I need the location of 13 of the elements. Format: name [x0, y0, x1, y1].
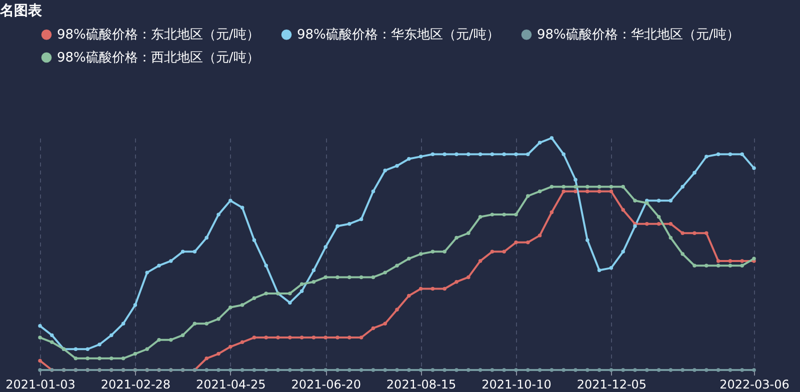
legend-label: 98%硫酸价格：东北地区（元/吨） — [57, 28, 260, 43]
x-tick-label: 2021-04-25 — [196, 378, 266, 392]
x-tick-label: 2022-03-06 — [720, 378, 790, 392]
legend-label: 98%硫酸价格：华东地区（元/吨） — [297, 28, 500, 43]
x-tick-label: 2021-12-05 — [576, 378, 647, 392]
x-tick-label: 2021-06-20 — [291, 378, 361, 392]
x-tick-label: 2021-01-03 — [6, 378, 76, 392]
x-tick-label: 2021-10-10 — [482, 378, 552, 392]
legend-label: 98%硫酸价格：华北地区（元/吨） — [537, 28, 740, 43]
legend-label: 98%硫酸价格：西北地区（元/吨） — [57, 50, 260, 66]
chart-title: 名图表 — [0, 3, 43, 19]
x-tick-label: 2021-02-28 — [100, 378, 171, 392]
x-tick-label: 2021-08-15 — [386, 378, 456, 392]
